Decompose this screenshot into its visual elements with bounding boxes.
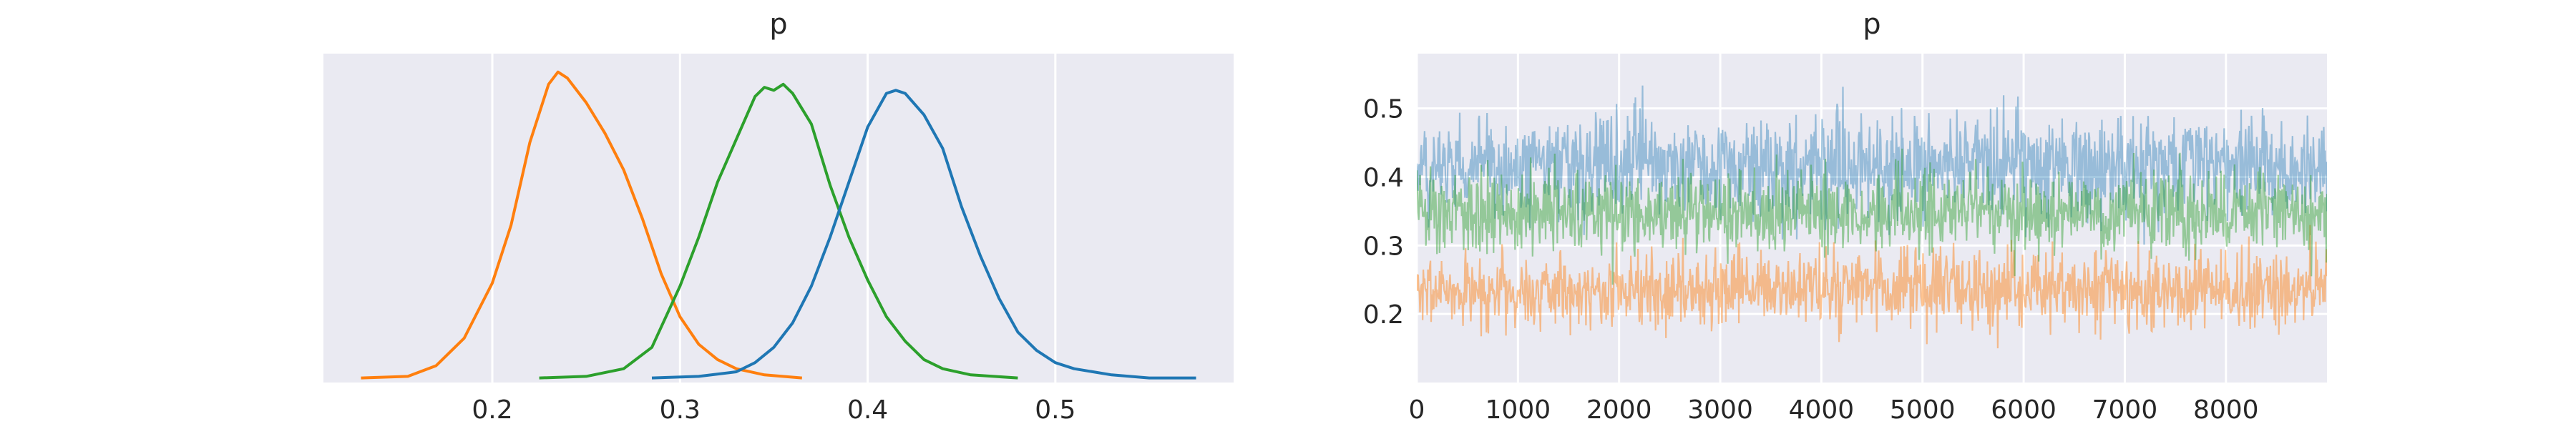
kde-curve-0 xyxy=(361,70,802,380)
trace-x-tick-label: 6000 xyxy=(1991,395,2057,425)
kde-x-tick-label: 0.2 xyxy=(472,395,512,425)
trace-y-tick-label: 0.3 xyxy=(1363,232,1404,261)
kde-plot-area xyxy=(323,54,1234,383)
kde-gridlines xyxy=(491,54,1057,383)
kde-x-tick-label: 0.5 xyxy=(1035,395,1075,425)
trace-y-tick-labels: 0.2 0.3 0.4 0.5 xyxy=(1363,95,1404,330)
trace-y-tick-label: 0.4 xyxy=(1363,164,1404,193)
trace-gridlines xyxy=(1415,54,2327,383)
trace-line-0 xyxy=(1417,225,2327,349)
trace-x-tick-label: 4000 xyxy=(1789,395,1855,425)
trace-x-tick-label: 1000 xyxy=(1485,395,1551,425)
kde-x-tick-labels: 0.2 0.3 0.4 0.5 xyxy=(472,395,1075,425)
kde-curves xyxy=(361,70,1196,380)
trace-x-tick-labels: 0 1000 2000 3000 4000 5000 6000 7000 8000 xyxy=(1409,395,2259,425)
kde-panel: 0.2 0.3 0.4 0.5 p xyxy=(323,8,1234,425)
kde-x-tick-label: 0.4 xyxy=(847,395,888,425)
trace-line-1 xyxy=(1417,85,2327,245)
kde-curve-2 xyxy=(651,89,1196,380)
kde-panel-title: p xyxy=(769,8,787,41)
trace-x-tick-label: 3000 xyxy=(1687,395,1753,425)
trace-lines xyxy=(1417,85,2327,349)
trace-y-tick-label: 0.2 xyxy=(1363,300,1404,330)
trace-x-tick-label: 8000 xyxy=(2193,395,2259,425)
trace-line-2 xyxy=(1417,148,2327,285)
trace-y-tick-label: 0.5 xyxy=(1363,95,1404,124)
trace-x-tick-label: 0 xyxy=(1409,395,1425,425)
kde-curve-1 xyxy=(539,82,1018,380)
kde-x-tick-label: 0.3 xyxy=(660,395,701,425)
trace-x-tick-label: 5000 xyxy=(1890,395,1956,425)
trace-x-tick-label: 7000 xyxy=(2092,395,2158,425)
trace-x-tick-label: 2000 xyxy=(1586,395,1652,425)
trace-panel-title: p xyxy=(1863,8,1880,41)
trace-panel: 0 1000 2000 3000 4000 5000 6000 7000 8000 0.2 0.3… xyxy=(1363,8,2327,425)
